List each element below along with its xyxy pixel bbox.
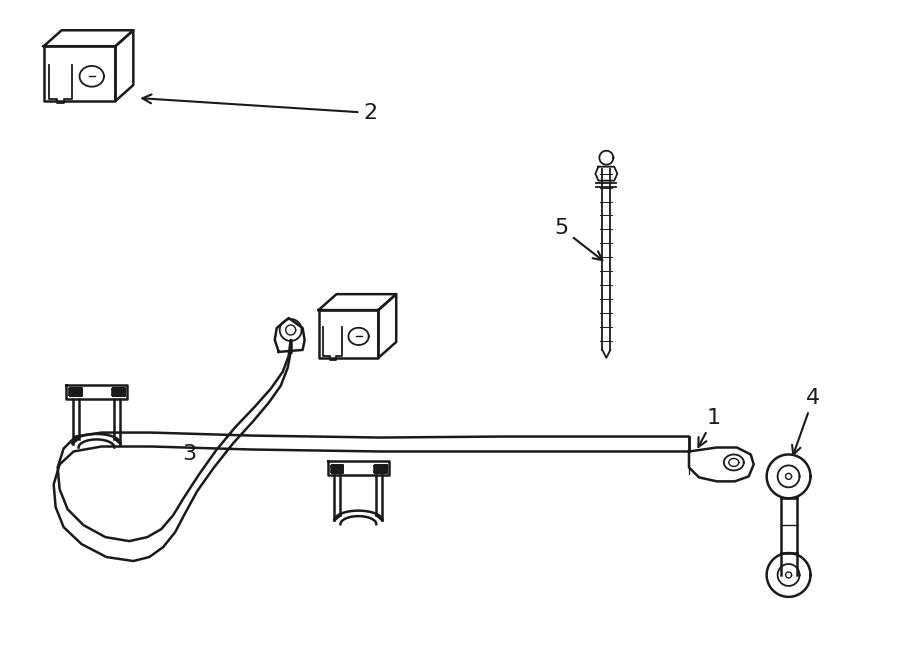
Text: 1: 1 xyxy=(698,408,721,447)
Text: 5: 5 xyxy=(554,218,602,260)
Text: 4: 4 xyxy=(792,388,821,455)
Text: 3: 3 xyxy=(182,444,196,465)
Text: 2: 2 xyxy=(142,95,377,123)
